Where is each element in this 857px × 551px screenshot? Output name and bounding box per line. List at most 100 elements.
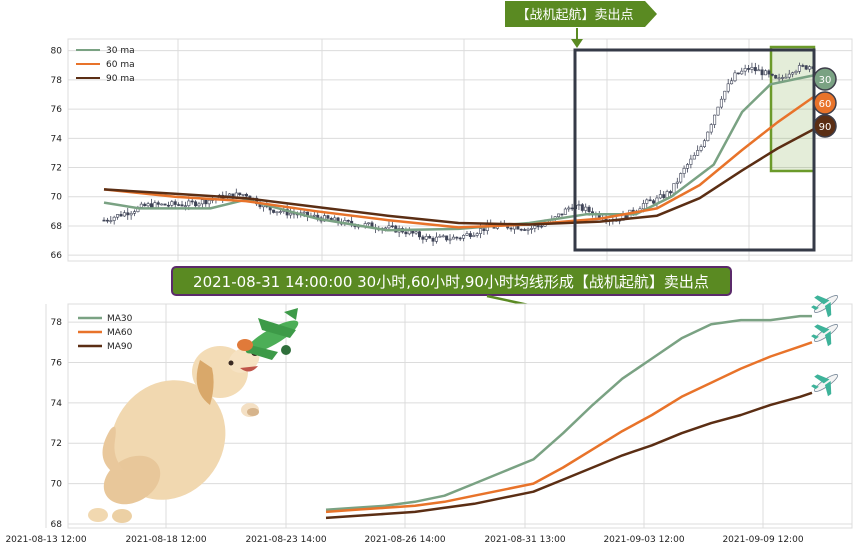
candle-body [160,203,164,206]
candle-body [333,217,337,221]
candle-body [163,203,167,206]
candle-body [455,236,459,239]
candle-body [784,76,788,79]
candle-body [689,158,693,165]
candle-body [665,191,669,198]
header-banner-text: 【战机起航】卖出点 [516,7,633,23]
candle-body [797,65,801,72]
candle-body [244,193,248,197]
header-banner: 【战机起航】卖出点 [505,1,657,48]
candle-body [804,65,808,70]
candle-body [780,77,784,79]
candle-body [675,181,679,184]
top-y-tick-label: 74 [51,134,63,144]
candle-body [567,207,571,210]
top-panel: 66 68 70 72 74 76 78 80 30 ma 60 ma 90 ma 30 60… [51,38,853,262]
candle-body [658,194,662,199]
top-series-30-ma [103,74,814,232]
candle-body [753,67,757,72]
candle-body [302,211,306,214]
top-y-tick-label: 78 [51,76,63,86]
candle-body [278,211,282,213]
candle-body [458,237,462,240]
candle-body [645,199,649,204]
candle-body [414,231,418,234]
bottom-y-tick-label: 68 [51,520,63,530]
bottom-series-MA90 [325,391,813,520]
candle-body [448,238,452,241]
legend-label-ma30: 30 ma [106,46,135,56]
badge-60-label: 60 [819,99,832,110]
candle-body [326,215,330,219]
candle-body [808,66,812,70]
bottom-series-MA60 [325,341,813,514]
candle-body [407,230,411,235]
candle-body [702,140,706,147]
candle-body [760,69,764,76]
legend-label-ma60-bottom: MA60 [107,328,133,338]
candle-body [736,72,740,75]
bottom-y-tick-label: 70 [51,480,63,490]
header-pointer-head [571,39,583,48]
candle-body [387,225,391,229]
badge-60 [813,91,837,115]
candle-body [580,204,584,211]
signal-box [573,48,816,252]
candle-body [529,228,533,230]
candle-body [516,225,520,230]
candle-body [770,73,774,76]
candle-body [472,235,476,237]
candle-body [404,231,408,235]
candle-body [190,200,194,203]
bottom-y-tick-label: 74 [51,399,63,409]
airplane-icon [811,324,839,347]
legend-label-ma90: 90 ma [106,74,135,84]
candle-body [166,204,170,207]
candle-body [641,203,645,210]
candle-body [560,213,564,216]
candle-body [557,213,561,217]
candle-body [740,70,744,75]
candle-body [428,235,432,239]
candle-body [719,98,723,108]
candle-body [177,204,181,206]
top-y-tick-label: 70 [51,193,63,203]
candle-body [682,168,686,174]
top-y-tick-label: 76 [51,105,63,115]
badge-30-label: 30 [819,75,832,86]
legend-label-ma90-bottom: MA90 [107,342,133,352]
candle-body [764,70,768,76]
candle-body [577,204,581,206]
candle-body [346,220,350,222]
header-banner-shape [505,1,657,27]
bottom-x-tick-label: 2021-09-09 12:00 [722,535,803,545]
top-y-axis: 66 68 70 72 74 76 78 80 [51,47,63,261]
bottom-ma-lines [325,314,813,520]
bottom-legend: MA30 MA60 MA90 [78,314,133,352]
candle-body [411,230,415,234]
candle-body [570,207,574,210]
candle-body [143,203,147,207]
candle-body [438,235,442,238]
candle-body [451,236,455,240]
candle-body [787,73,791,78]
candle-body [102,219,106,222]
candle-body [713,114,717,125]
bottom-series-MA30 [325,314,812,512]
bottom-x-tick-label: 2021-08-26 14:00 [364,535,445,545]
candle-body [482,228,486,231]
candle-body [238,192,242,195]
candle-body [730,80,734,85]
bottom-x-tick-label: 2021-09-03 12:00 [603,535,684,545]
candle-body [747,68,751,70]
candle-body [116,214,120,218]
candle-body [774,75,778,79]
candle-body [109,220,113,222]
legend-label-ma60: 60 ma [106,60,135,70]
candle-body [479,228,483,234]
candle-body [706,131,710,142]
legend-label-ma30-bottom: MA30 [107,314,133,324]
candle-body [119,214,123,217]
candle-body [669,191,673,194]
